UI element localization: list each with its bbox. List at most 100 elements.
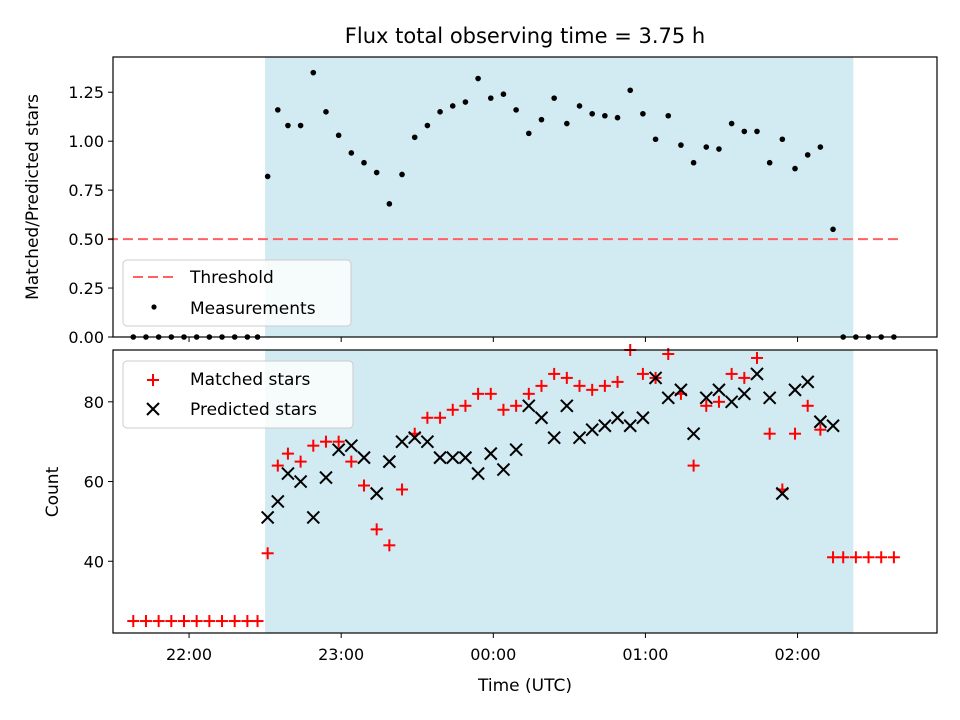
- matched-star-point: [598, 379, 611, 392]
- predicted-star-point: [661, 391, 675, 405]
- measurement-point: [817, 144, 824, 150]
- bottom-panel: 40 60 80 22:00 23:00 00:00 01:00 02:00 Count T…: [43, 344, 938, 696]
- measurement-point: [589, 110, 595, 117]
- matched-star-point: [535, 379, 548, 392]
- predicted-star-point: [260, 510, 275, 525]
- measurement-point: [449, 103, 456, 109]
- matched-star-point: [165, 615, 178, 628]
- predicted-star-point: [369, 486, 384, 501]
- predicted-star-point: [762, 391, 777, 405]
- top-y-tick-label: 1.00: [68, 132, 104, 151]
- matched-star-point: [370, 523, 383, 536]
- measurement-point: [297, 122, 304, 129]
- predicted-star-point: [623, 419, 637, 433]
- predicted-star-point: [813, 415, 828, 429]
- legend-predicted-label: Predicted stars: [190, 400, 317, 420]
- matched-star-point: [725, 367, 738, 380]
- matched-star-point: [801, 399, 814, 412]
- measurement-point: [792, 165, 798, 172]
- predicted-star-point: [737, 387, 752, 401]
- matched-star-point: [636, 367, 649, 380]
- matched-star-point: [827, 551, 840, 564]
- x-axis-label: Time (UTC): [477, 676, 572, 696]
- bottom-y-axis: 40 60 80: [84, 393, 113, 571]
- matched-star-point: [586, 383, 599, 396]
- predicted-star-point: [775, 486, 790, 501]
- matched-star-point: [281, 447, 294, 460]
- predicted-star-point: [522, 399, 536, 413]
- predicted-star-point: [560, 399, 574, 413]
- measurement-point: [741, 128, 748, 135]
- predicted-star-point: [281, 466, 295, 481]
- matched-star-point: [139, 615, 152, 628]
- matched-star-point: [127, 615, 140, 628]
- matched-star-point: [700, 399, 713, 412]
- measurement-point: [804, 152, 811, 158]
- predicted-star-point: [509, 442, 523, 457]
- bottom-y-axis-label: Count: [43, 466, 63, 517]
- bottom-legend: Matched stars Predicted stars: [122, 360, 354, 429]
- predicted-star-point: [420, 434, 435, 449]
- matched-star-point: [396, 483, 409, 496]
- top-y-tick-label: 0.50: [68, 230, 104, 249]
- matched-star-point: [345, 455, 358, 468]
- measurement-point: [830, 226, 836, 233]
- measurement-point: [728, 120, 735, 127]
- top-y-axis: 0.00 0.25 0.50 0.75 1.00 1.25: [68, 83, 113, 347]
- matched-star-point: [611, 375, 624, 388]
- bottom-legend-box: [122, 360, 354, 429]
- measurement-point: [348, 150, 355, 156]
- matched-star-point: [573, 379, 586, 392]
- measurement-point: [310, 69, 317, 76]
- legend-predicted-swatch: [146, 402, 160, 416]
- predicted-star-point: [471, 466, 485, 481]
- x-tick-label: 22:00: [166, 645, 212, 664]
- measurement-point: [424, 122, 431, 129]
- matched-star-point: [251, 615, 264, 628]
- predicted-star-point: [293, 474, 308, 489]
- top-legend: Threshold Measurements: [122, 259, 352, 327]
- predicted-star-point: [344, 438, 359, 453]
- predicted-star-point: [271, 494, 285, 509]
- matched-star-point: [434, 411, 447, 424]
- measurement-point: [526, 130, 532, 137]
- predicted-star-point: [686, 426, 701, 441]
- predicted-star-point: [610, 411, 625, 425]
- matched-star-point: [421, 411, 434, 424]
- measurement-point: [323, 109, 329, 115]
- predicted-star-point: [484, 446, 498, 461]
- chart-title: Flux total observing time = 3.75 h: [345, 24, 705, 48]
- bottom-plot-frame: [112, 349, 938, 634]
- top-y-tick-label: 0.00: [68, 328, 104, 347]
- top-shaded-region: [265, 57, 854, 337]
- predicted-star-point: [547, 430, 561, 445]
- matched-star-point: [837, 551, 850, 564]
- matched-star-point: [271, 459, 284, 472]
- matched-star-point: [190, 615, 203, 628]
- legend-matched-swatch: [147, 374, 159, 386]
- legend-measurements-label: Measurements: [190, 299, 316, 319]
- predicted-star-point: [724, 395, 739, 409]
- matched-star-point: [497, 403, 510, 416]
- predicted-star-point: [800, 375, 815, 389]
- matched-star-point: [849, 551, 862, 564]
- top-panel: 0.00 0.25 0.50 0.75 1.00 1.25 Matched/Predict…: [23, 56, 938, 347]
- matched-star-point: [875, 551, 888, 564]
- matched-star-point: [446, 403, 459, 416]
- predicted-star-point: [496, 462, 511, 477]
- matched-star-point: [472, 387, 485, 400]
- matched-star-point: [261, 547, 274, 560]
- measurement-point: [373, 169, 380, 176]
- predicted-star-point: [433, 450, 447, 465]
- measurement-point: [399, 171, 405, 178]
- predicted-star-point: [598, 419, 612, 433]
- top-x-ticks: [188, 337, 799, 342]
- predicted-star-point: [572, 430, 587, 445]
- measurement-point: [551, 95, 557, 101]
- top-legend-box: [122, 259, 352, 327]
- matched-star-point: [560, 371, 573, 384]
- measurement-point: [703, 144, 710, 150]
- measurement-point: [411, 134, 418, 141]
- predicted-star-point: [382, 454, 397, 469]
- measurement-point: [627, 87, 634, 94]
